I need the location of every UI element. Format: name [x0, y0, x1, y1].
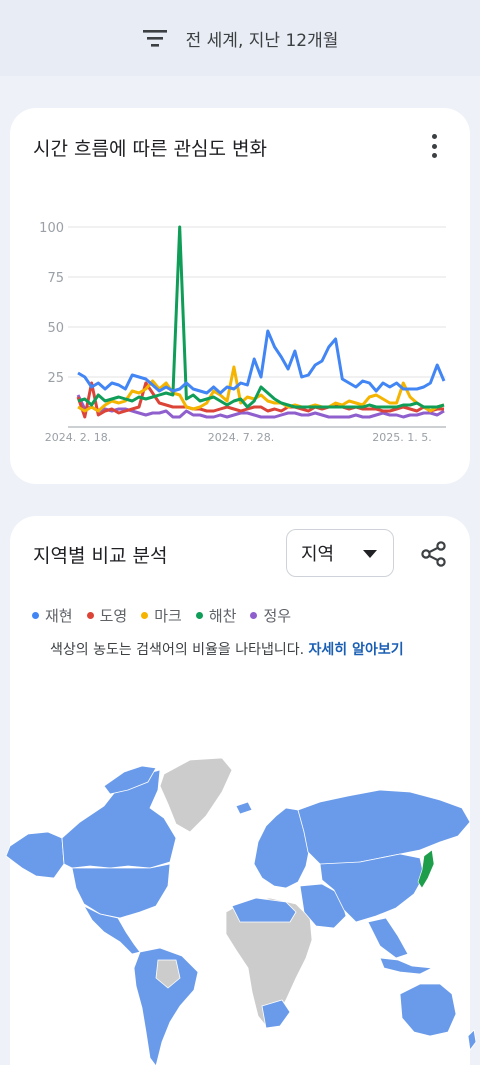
map-region-south-america-gray[interactable] — [155, 959, 181, 989]
map-region-australia[interactable] — [399, 983, 457, 1037]
map-region-iceland[interactable] — [235, 801, 253, 815]
legend-label: 도영 — [99, 607, 128, 625]
region-select-value: 지역 — [301, 544, 335, 565]
region-comparison-card: 지역별 비교 분석 지역 재현 도영 마크 해찬 정우 색상의 농도는 검색어의 비율을… — [5, 516, 477, 1065]
legend-item: 마크 — [141, 605, 182, 626]
world-map[interactable] — [0, 746, 480, 1065]
legend: 재현 도영 마크 해찬 정우 — [32, 605, 291, 626]
legend-dot-icon — [250, 612, 258, 619]
card-title: 지역별 비교 분석 — [33, 545, 168, 567]
legend-dot-icon — [195, 612, 203, 619]
map-note: 색상의 농도는 검색어의 비율을 나타냅니다. 자세히 알아보기 — [50, 639, 404, 659]
dropdown-arrow-icon — [363, 550, 377, 558]
map-region-southeast-asia[interactable] — [367, 917, 409, 959]
y-tick-label: 50 — [47, 321, 64, 336]
map-region-africa[interactable] — [225, 897, 313, 1027]
map-region-middle-east[interactable] — [299, 883, 347, 929]
x-tick-label: 2025. 1. 5. — [372, 431, 431, 444]
y-tick-label: 100 — [39, 221, 64, 236]
legend-label: 정우 — [263, 607, 292, 625]
series-line — [76, 381, 444, 419]
map-region-indonesia[interactable] — [379, 957, 434, 975]
map-region-alaska[interactable] — [5, 831, 65, 879]
map-region-arctic-islands[interactable] — [103, 765, 157, 795]
map-region-usa[interactable] — [71, 863, 171, 919]
more-vert-icon[interactable] — [424, 132, 444, 160]
filter-label[interactable]: 전 세계, 지난 12개월 — [185, 30, 339, 51]
x-tick-label: 2024. 7. 28. — [208, 431, 274, 444]
series-line — [77, 365, 445, 413]
line-chart: 100 75 50 25 2024. 2. 18. 2024. 7. 28. 2025. 1… — [39, 221, 446, 444]
map-region-europe[interactable] — [253, 807, 311, 889]
map-region-new-zealand[interactable] — [467, 1029, 477, 1052]
filter-bar[interactable]: 전 세계, 지난 12개월 — [0, 0, 480, 76]
interest-over-time-card: 시간 흐름에 따른 관심도 변화 100 75 50 25 2024. 2. 18. 20… — [10, 108, 470, 484]
legend-dot-icon — [32, 612, 39, 619]
legend-dot-icon — [86, 612, 94, 619]
legend-dot-icon — [141, 612, 149, 619]
series-line — [76, 394, 445, 419]
legend-item: 재현 — [32, 605, 73, 626]
map-region-greenland[interactable] — [159, 757, 233, 833]
y-tick-label: 75 — [47, 271, 64, 286]
share-icon[interactable] — [420, 540, 448, 568]
x-tick-label: 2024. 2. 18. — [45, 431, 111, 444]
map-region-asia[interactable] — [319, 853, 425, 923]
legend-label: 마크 — [154, 607, 182, 625]
map-region-south-africa[interactable] — [261, 999, 291, 1029]
map-region-south-america[interactable] — [133, 947, 199, 1065]
note-text: 색상의 농도는 검색어의 비율을 나타냅니다. — [50, 642, 305, 658]
map-region-japan[interactable] — [417, 849, 435, 889]
legend-item: 정우 — [250, 605, 291, 626]
legend-item: 도영 — [86, 605, 128, 626]
card-title: 시간 흐름에 따른 관심도 변화 — [33, 138, 267, 160]
series-line — [77, 329, 446, 395]
legend-label: 재현 — [45, 607, 73, 625]
legend-label: 해찬 — [208, 607, 237, 625]
map-region-russia[interactable] — [297, 789, 471, 867]
filter-icon[interactable] — [142, 27, 168, 49]
series-line — [77, 225, 445, 409]
region-select[interactable]: 지역 — [286, 529, 394, 577]
map-region-africa-north[interactable] — [231, 897, 297, 923]
learn-more-link[interactable]: 자세히 알아보기 — [308, 642, 404, 658]
legend-item: 해찬 — [195, 605, 237, 626]
y-tick-label: 25 — [47, 371, 64, 386]
